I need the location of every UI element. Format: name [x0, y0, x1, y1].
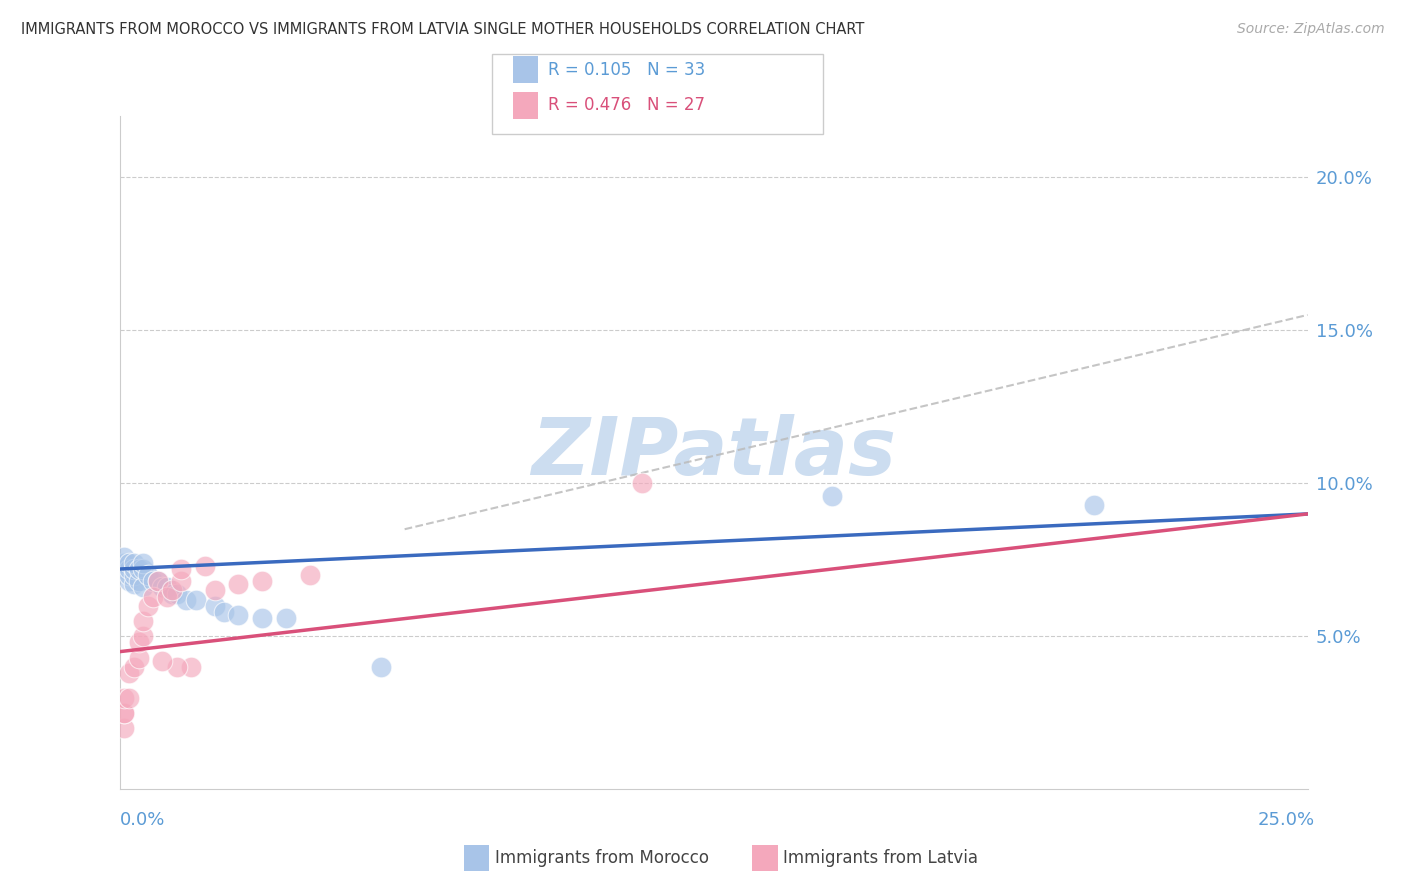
Point: [166, 586, 188, 600]
Point: [136, 568, 159, 582]
Point: [136, 599, 159, 613]
Point: [228, 577, 250, 591]
Point: [128, 574, 150, 589]
Text: R = 0.105   N = 33: R = 0.105 N = 33: [548, 61, 706, 78]
Point: [250, 574, 273, 589]
Point: [118, 568, 141, 582]
Text: Source: ZipAtlas.com: Source: ZipAtlas.com: [1237, 22, 1385, 37]
Point: [204, 583, 226, 598]
Point: [166, 660, 188, 674]
Point: [204, 599, 226, 613]
Point: [174, 592, 197, 607]
Point: [194, 558, 217, 573]
Text: ZIPatlas: ZIPatlas: [531, 414, 896, 491]
Point: [132, 629, 155, 643]
Text: Immigrants from Latvia: Immigrants from Latvia: [783, 849, 979, 867]
Point: [228, 607, 250, 622]
Text: 0.0%: 0.0%: [120, 811, 165, 829]
Text: IMMIGRANTS FROM MOROCCO VS IMMIGRANTS FROM LATVIA SINGLE MOTHER HOUSEHOLDS CORRE: IMMIGRANTS FROM MOROCCO VS IMMIGRANTS FR…: [21, 22, 865, 37]
Point: [112, 549, 135, 564]
Point: [142, 574, 165, 589]
Text: 25.0%: 25.0%: [1257, 811, 1315, 829]
Point: [132, 614, 155, 628]
Point: [118, 574, 141, 589]
Point: [184, 592, 207, 607]
Point: [132, 562, 155, 576]
Point: [128, 650, 150, 665]
Point: [146, 574, 169, 589]
Point: [146, 574, 169, 589]
Point: [112, 556, 135, 570]
Point: [122, 568, 145, 582]
Point: [180, 660, 202, 674]
Point: [156, 590, 179, 604]
Point: [112, 706, 135, 720]
Point: [298, 568, 321, 582]
Point: [118, 562, 141, 576]
Point: [150, 654, 173, 668]
Point: [132, 581, 155, 595]
Point: [250, 611, 273, 625]
Text: Immigrants from Morocco: Immigrants from Morocco: [495, 849, 709, 867]
Point: [170, 574, 193, 589]
Point: [112, 721, 135, 735]
Point: [1083, 498, 1105, 512]
Point: [122, 562, 145, 576]
Point: [128, 562, 150, 576]
Point: [274, 611, 297, 625]
Point: [112, 706, 135, 720]
Point: [156, 581, 179, 595]
Point: [160, 583, 183, 598]
Point: [122, 660, 145, 674]
Point: [118, 690, 141, 705]
Point: [122, 556, 145, 570]
Point: [212, 605, 235, 619]
Point: [370, 660, 392, 674]
Point: [821, 489, 844, 503]
Point: [150, 581, 173, 595]
Point: [631, 476, 654, 491]
Point: [122, 577, 145, 591]
Point: [128, 635, 150, 649]
Point: [112, 562, 135, 576]
Point: [118, 666, 141, 681]
Point: [160, 586, 183, 600]
Point: [170, 562, 193, 576]
Text: R = 0.476   N = 27: R = 0.476 N = 27: [548, 96, 706, 114]
Point: [112, 690, 135, 705]
Point: [118, 556, 141, 570]
Point: [142, 590, 165, 604]
Point: [132, 556, 155, 570]
